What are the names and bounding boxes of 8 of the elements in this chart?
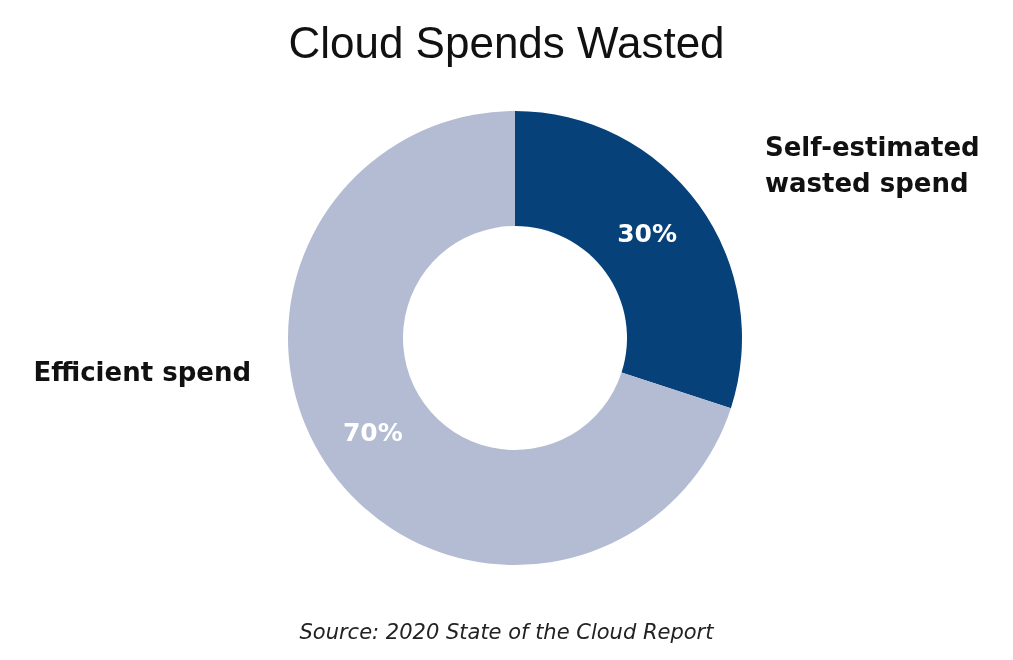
slice-label: Efficient spend — [33, 357, 251, 387]
chart-title: Cloud Spends Wasted — [287, 18, 726, 68]
source-note: Source: 2020 State of the Cloud Report — [298, 620, 715, 644]
donut-slice — [515, 111, 742, 409]
data-label: 30% — [617, 218, 678, 248]
slice-label: Self-estimated wasted spend — [765, 132, 980, 198]
donut-slice — [288, 111, 731, 565]
data-label: 70% — [342, 418, 403, 448]
